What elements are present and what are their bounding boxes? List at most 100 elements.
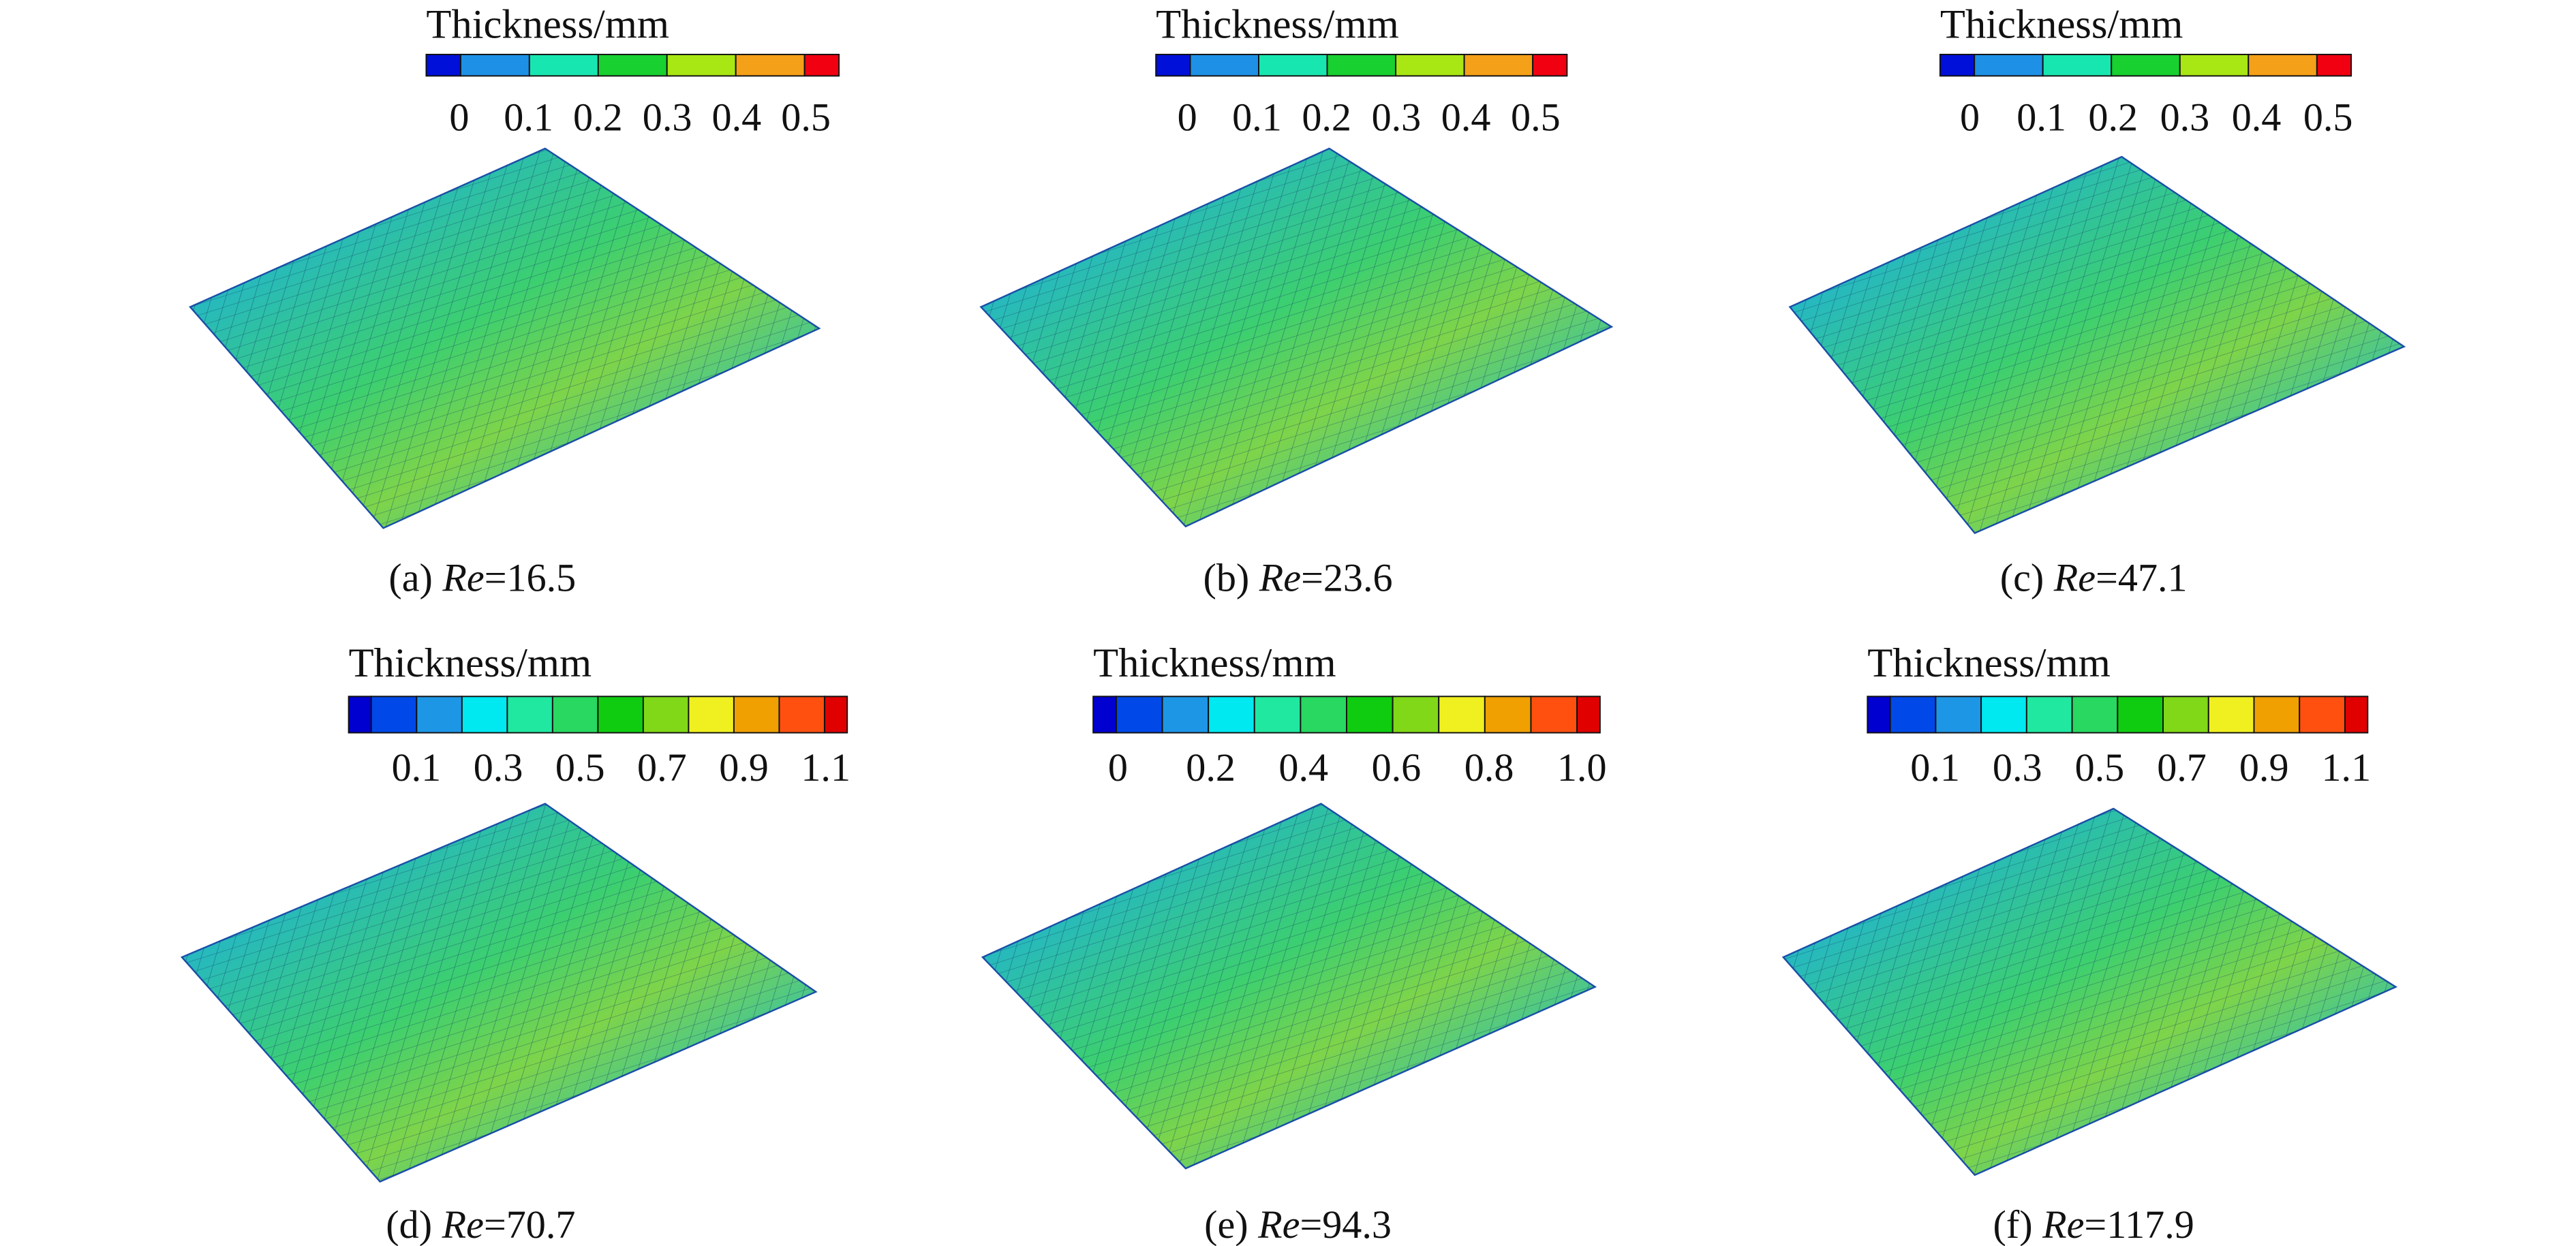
- colorbar-segment: [666, 53, 737, 77]
- colorbar-segment: [803, 53, 840, 77]
- colorbar-segment: [1438, 696, 1486, 734]
- colorbar-tick-label: 0.3: [643, 95, 692, 139]
- colorbar-tick-label: 0.4: [2232, 95, 2282, 139]
- colorbar-segment: [2117, 696, 2164, 734]
- caption: (c) Re=47.1: [2000, 555, 2188, 599]
- colorbar-segment: [1253, 696, 1302, 734]
- caption-label: (f): [1993, 1202, 2033, 1246]
- caption-label: (e): [1204, 1202, 1248, 1246]
- colorbar-tick-label: 0.1: [1232, 95, 1282, 139]
- colorbar-segment: [348, 696, 372, 734]
- colorbar-tick-label: 0.2: [2088, 95, 2138, 139]
- colorbar-segment: [1463, 53, 1534, 77]
- colorbar-tick-label: 0.3: [1993, 745, 2042, 790]
- colorbar-segment: [1092, 696, 1117, 734]
- colorbar-segment: [2042, 53, 2113, 77]
- colorbar-segment: [1189, 53, 1259, 77]
- caption-symbol: Re: [2053, 555, 2096, 599]
- caption-symbol: Re: [442, 1202, 484, 1246]
- colorbar-title: Thickness/mm: [1940, 2, 2183, 48]
- colorbar-segment: [370, 696, 418, 734]
- colorbar-segment: [733, 696, 780, 734]
- colorbar-segment: [735, 53, 806, 77]
- colorbar-segment: [459, 53, 530, 77]
- panel: Thickness/mm 0 0.1 0.2 0.3 0.4 0.5 (b) Re=23.6: [979, 2, 1614, 599]
- colorbar-segment: [2179, 53, 2250, 77]
- colorbar-title: Thickness/mm: [349, 640, 592, 686]
- colorbar-tick-label: 0.5: [2303, 95, 2353, 139]
- caption: (b) Re=23.6: [1203, 555, 1392, 599]
- colorbar-tick-label: 1.0: [1557, 745, 1607, 790]
- colorbar-segment: [2344, 696, 2369, 734]
- colorbar-segment: [528, 53, 599, 77]
- colorbar-segment: [1532, 53, 1568, 77]
- colorbar-segment: [2299, 696, 2346, 734]
- film-mesh: [181, 803, 816, 1182]
- colorbar-segment: [2162, 696, 2209, 734]
- colorbar-tick-label: 0.9: [719, 745, 769, 790]
- colorbar-segment: [2207, 696, 2255, 734]
- colorbar-segment: [1980, 696, 2027, 734]
- colorbar-segment: [551, 696, 599, 734]
- colorbar-tick-label: 1.1: [2322, 745, 2372, 790]
- caption-value: =47.1: [2096, 555, 2188, 599]
- colorbar-title: Thickness/mm: [426, 2, 669, 48]
- colorbar-segment: [2025, 696, 2073, 734]
- film-mesh: [190, 149, 820, 529]
- colorbar-segment: [1889, 696, 1937, 734]
- colorbar-tick-label: 0.1: [392, 745, 442, 790]
- colorbar-segment: [1867, 696, 1891, 734]
- colorbar-title: Thickness/mm: [1093, 640, 1336, 686]
- colorbar-segment: [1161, 696, 1210, 734]
- colorbar-tick-label: 1.1: [801, 745, 850, 790]
- colorbar-segment: [461, 696, 508, 734]
- colorbar-segment: [1208, 696, 1255, 734]
- colorbar-tick-label: 0.5: [2075, 745, 2125, 790]
- caption-value: =117.9: [2084, 1202, 2194, 1246]
- colorbar-tick-label: 0.4: [1441, 95, 1491, 139]
- colorbar-segment: [1326, 53, 1397, 77]
- colorbar-segment: [416, 696, 463, 734]
- colorbar-tick-label: 0.9: [2239, 745, 2289, 790]
- colorbar-segment: [506, 696, 553, 734]
- panel: Thickness/mm 0 0.1 0.2 0.3 0.4 0.5 (c) Re=47.1: [1788, 2, 2406, 599]
- colorbar-segment: [1392, 696, 1440, 734]
- caption-value: =16.5: [485, 555, 577, 599]
- caption-label: (b): [1203, 555, 1249, 599]
- colorbar-title: Thickness/mm: [1156, 2, 1399, 48]
- film-mesh: [1790, 157, 2404, 533]
- colorbar-tick-label: 0.5: [1511, 95, 1561, 139]
- panel: Thickness/mm 0.1 0.3 0.5 0.7 0.9 1.1 (f) Re=117.…: [1781, 640, 2398, 1246]
- colorbar-segment: [597, 53, 668, 77]
- colorbar-segment: [1155, 53, 1191, 77]
- colorbar-tick-label: 0.2: [1302, 95, 1351, 139]
- colorbar-segment: [1530, 696, 1578, 734]
- colorbar-tick-label: 0: [1108, 745, 1128, 790]
- colorbar-tick-label: 0.3: [474, 745, 523, 790]
- caption-value: =94.3: [1300, 1202, 1392, 1246]
- colorbar-tick-label: 0.7: [637, 745, 687, 790]
- colorbar-tick-label: 0.2: [573, 95, 623, 139]
- caption-value: =70.7: [484, 1202, 576, 1246]
- colorbar-segment: [1346, 696, 1394, 734]
- colorbar-segment: [1939, 53, 1976, 77]
- colorbar-tick-label: 0.1: [504, 95, 553, 139]
- caption-label: (d): [386, 1202, 432, 1246]
- colorbar-tick-label: 0.5: [555, 745, 605, 790]
- colorbar-tick-label: 0: [1960, 95, 1980, 139]
- caption: (e) Re=94.3: [1204, 1202, 1392, 1246]
- colorbar-tick-label: 0.3: [2160, 95, 2210, 139]
- caption-label: (a): [388, 555, 433, 599]
- colorbar-tick-label: 0.1: [2017, 95, 2066, 139]
- caption: (d) Re=70.7: [386, 1202, 575, 1246]
- colorbar-tick-label: 0.7: [2157, 745, 2207, 790]
- colorbar-segment: [2071, 696, 2119, 734]
- colorbar-segment: [2248, 53, 2318, 77]
- caption-value: =23.6: [1301, 555, 1393, 599]
- caption: (a) Re=16.5: [388, 555, 576, 599]
- colorbar-segment: [2111, 53, 2181, 77]
- colorbar-segment: [1395, 53, 1465, 77]
- colorbar-segment: [778, 696, 825, 734]
- colorbar-segment: [688, 696, 735, 734]
